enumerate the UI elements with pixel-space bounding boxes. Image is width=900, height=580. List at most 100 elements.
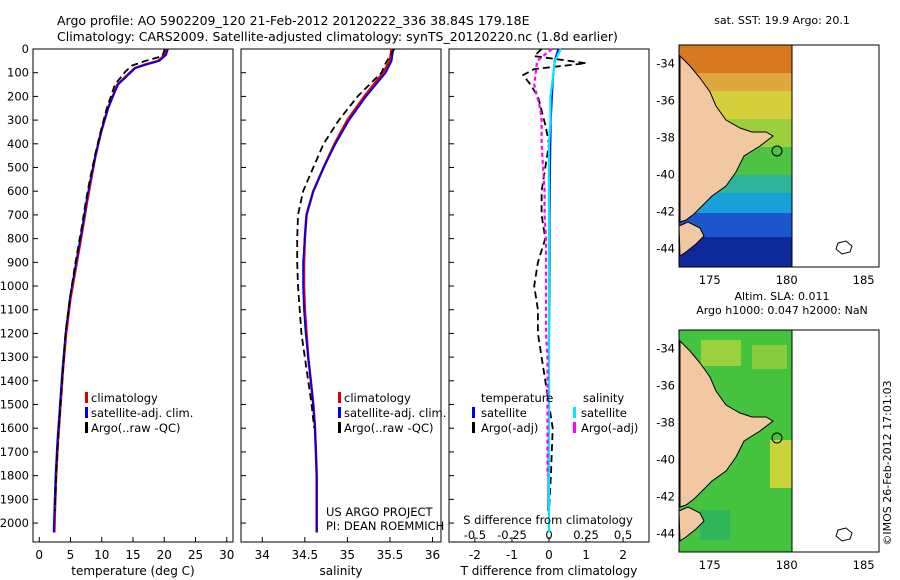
latitude-tick-label: -40 — [656, 168, 675, 182]
difference-xlabel: T difference from climatology — [460, 564, 638, 578]
sst-longitude-tick-labels: 175 180 185 — [699, 273, 875, 287]
salinity-tick-labels: 34 34.5 35 35.5 36 — [255, 537, 440, 562]
legend-label-argo: Argo(..raw -QC) — [91, 421, 181, 435]
pi-label: PI: DEAN ROEMMICH — [326, 519, 444, 533]
sst-band-amber — [679, 73, 792, 91]
top-tick-label: 0.25 — [573, 528, 599, 542]
sst-chatham-islands — [835, 240, 853, 255]
x-tick-label: 36 — [425, 548, 440, 562]
legend-swatch-climatology — [85, 392, 88, 403]
depth-tick-label: 500 — [7, 161, 29, 175]
temperature-panel: 0100200300400500600700800900100011001200… — [0, 42, 454, 578]
legend-label-temp-argo: Argo(-adj) — [481, 421, 538, 435]
temperature-legend: climatology satellite-adj. clim. Argo(..… — [85, 391, 193, 435]
header-line-1: Argo profile: AO 5902209_120 21-Feb-2012… — [57, 13, 530, 28]
latitude-tick-label: -44 — [656, 527, 675, 541]
sla-patch-2 — [752, 345, 787, 369]
temperature-profile-lines — [52, 48, 169, 533]
x-tick-label: 1 — [582, 548, 590, 562]
series-line-satellite-adj-clim- — [302, 48, 395, 533]
legend-swatch-temp-satellite — [472, 407, 475, 418]
sst-band-orange — [679, 45, 792, 73]
latitude-tick-label: -36 — [656, 379, 675, 393]
imos-watermark: ©IMOS 26-Feb-2012 17:01:03 — [881, 380, 894, 545]
x-tick-label: 20 — [157, 548, 172, 562]
depth-tick-label: 200 — [7, 89, 29, 103]
x-tick-label: 2 — [619, 548, 627, 562]
sla-map-title-2: Argo h1000: 0.047 h2000: NaN — [696, 304, 868, 317]
longitude-tick-label: 180 — [776, 558, 798, 572]
legend-label-argo: Argo(..raw -QC) — [344, 421, 434, 435]
legend-swatch-argo — [338, 422, 341, 433]
salinity-axes-frame — [240, 48, 442, 543]
x-tick-label: 30 — [219, 548, 234, 562]
sla-land-north-island — [679, 339, 774, 508]
series-line-argo-raw-qc- — [296, 48, 395, 429]
sst-field — [679, 45, 792, 267]
salinity-difference-label: S difference from climatology — [463, 513, 633, 527]
depth-tick-label: 1400 — [0, 374, 29, 388]
sla-patch-1 — [701, 340, 741, 366]
sla-chatham-islands — [835, 527, 853, 542]
salinity-xlabel: salinity — [319, 564, 362, 578]
depth-tick-label: 600 — [7, 184, 29, 198]
longitude-tick-label: 175 — [699, 558, 721, 572]
legend-title-salinity: salinity — [583, 391, 624, 405]
legend-swatch-sal-satellite — [573, 407, 576, 418]
sla-map: Altim. SLA: 0.011 Argo h1000: 0.047 h200… — [656, 290, 880, 572]
depth-tick-label: 700 — [7, 208, 29, 222]
depth-tick-label: 800 — [7, 232, 29, 246]
x-tick-label: 34.5 — [291, 548, 318, 562]
x-tick-label: 0 — [35, 548, 43, 562]
depth-tick-label: 400 — [7, 137, 29, 151]
sst-map: sat. SST: 19.9 Argo: 20.1 175 180 185 -34-… — [656, 14, 880, 287]
depth-tick-label: 1300 — [0, 350, 29, 364]
depth-tick-label: 1800 — [0, 469, 29, 483]
depth-tick-label: 1000 — [0, 279, 29, 293]
sla-land-south-island — [679, 506, 705, 542]
sla-patch-4 — [700, 510, 730, 540]
depth-tick-label: 1100 — [0, 303, 29, 317]
temperature-axes-frame — [32, 48, 234, 543]
legend-label-climatology: climatology — [344, 391, 411, 405]
depth-tick-label: 1900 — [0, 492, 29, 506]
latitude-tick-label: -34 — [656, 57, 675, 71]
sla-field — [679, 330, 792, 552]
depth-tick-label: 1500 — [0, 398, 29, 412]
depth-tick-label: 1200 — [0, 326, 29, 340]
latitude-tick-label: -36 — [656, 94, 675, 108]
salinity-difference-tick-labels: -0.5 -0.25 0 0.25 0.5 — [464, 528, 633, 542]
salinity-profile-lines — [296, 48, 395, 533]
salinity-legend: climatology satellite-adj. clim. Argo(..… — [338, 391, 446, 435]
sla-patch-3 — [770, 440, 792, 488]
legend-label-sal-satellite: satellite — [581, 406, 627, 420]
legend-swatch-temp-argo — [472, 422, 475, 433]
x-tick-label: 25 — [188, 548, 203, 562]
legend-label-climatology: climatology — [91, 391, 158, 405]
legend-title-temperature: temperature — [481, 391, 553, 405]
legend-label-satellite: satellite-adj. clim. — [91, 406, 193, 420]
longitude-tick-label: 175 — [699, 273, 721, 287]
depth-tick-label: 300 — [7, 113, 29, 127]
latitude-tick-label: -38 — [656, 131, 675, 145]
series-line-argo-raw-qc- — [54, 48, 166, 512]
x-tick-label: 34 — [255, 548, 270, 562]
x-tick-label: 35.5 — [377, 548, 404, 562]
legend-label-sal-argo: Argo(-adj) — [581, 421, 638, 435]
legend-swatch-satellite — [85, 407, 88, 418]
legend-label-temp-satellite: satellite — [481, 406, 527, 420]
top-tick-label: -0.5 — [464, 528, 486, 542]
x-tick-label: 10 — [94, 548, 109, 562]
sla-profile-marker — [771, 432, 783, 444]
sla-map-frame — [678, 329, 880, 553]
project-label: US ARGO PROJECT — [326, 505, 434, 519]
x-tick-label: -2 — [469, 548, 481, 562]
x-tick-label: -1 — [506, 548, 518, 562]
difference-panel: -2 -1 0 1 2 -0.5 -0.25 0 0.25 0.5 T difference f… — [448, 48, 650, 578]
top-tick-label: -0.25 — [497, 528, 527, 542]
series-line-salinity-argo-adj- — [533, 48, 553, 476]
latitude-tick-label: -42 — [656, 205, 675, 219]
sla-latitude-tick-labels: -34 -36 -38 -40 -42 -44 — [656, 342, 675, 541]
temperature-tick-labels: 0 5 10 15 20 25 30 — [35, 537, 234, 562]
